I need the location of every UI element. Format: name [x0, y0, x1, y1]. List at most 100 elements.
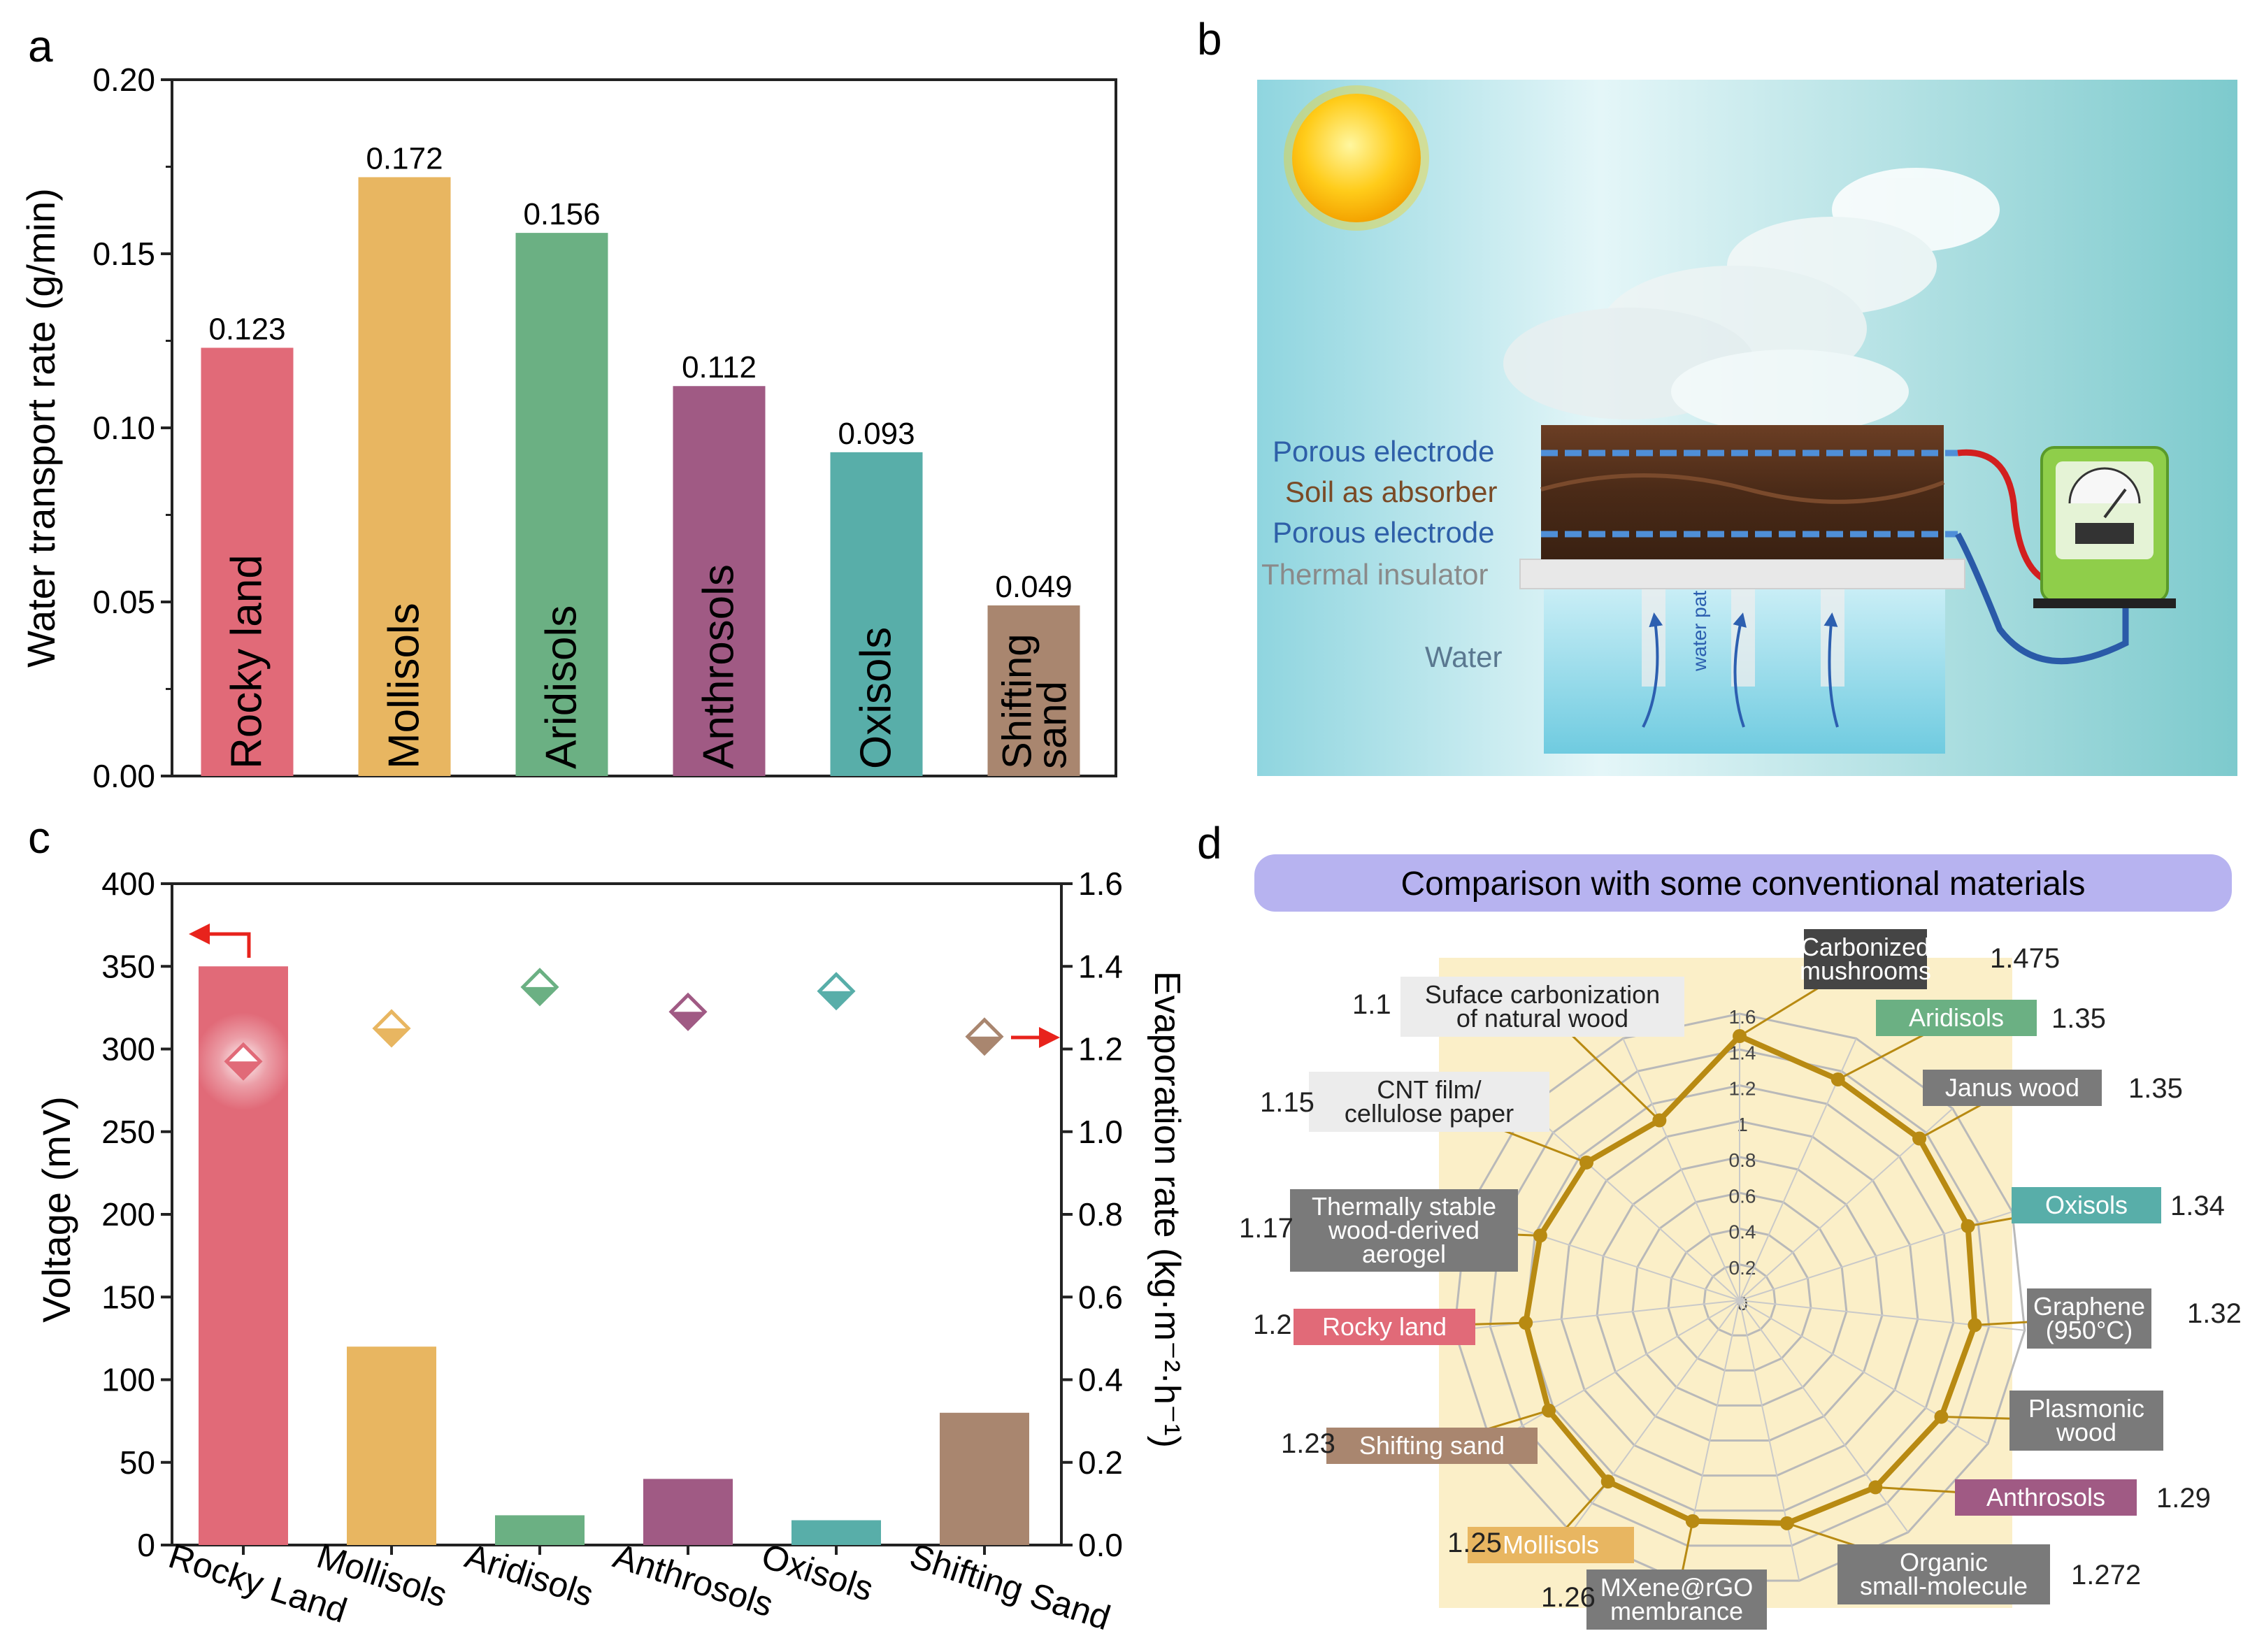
y-tick-label: 50 [120, 1444, 155, 1481]
y-axis-label-c: Voltage (mV) [34, 1096, 78, 1323]
y-tick-label: 0.10 [92, 410, 155, 446]
radar-spoke [1739, 1300, 1909, 1533]
radar-label-text: membrance [1610, 1597, 1743, 1625]
radar-label-text: cellulose paper [1345, 1099, 1514, 1128]
radar-label-text: Oxisols [2045, 1191, 2128, 1219]
x-tick-label: Aridisols [461, 1536, 599, 1614]
radar-tick-label: 1.2 [1729, 1078, 1756, 1100]
point-half-fill [227, 1061, 260, 1079]
radar-label-text: Plasmonic [2028, 1394, 2144, 1423]
radar-label-box [2027, 1288, 2151, 1349]
bar-label: Oxisols [852, 627, 901, 769]
radar-label-text: Mollisols [1503, 1530, 1599, 1559]
y-tick-label: 0.05 [92, 584, 155, 620]
bar-label: Aridisols [538, 605, 586, 769]
radar-label-text: Graphene [2033, 1292, 2145, 1321]
radar-label-text: mushrooms [1800, 956, 1931, 985]
radar-label-box [1923, 1070, 2102, 1106]
radar-value-label: 1.32 [2187, 1298, 2242, 1329]
radar-spoke [1739, 1300, 1800, 1581]
sun-icon [1284, 85, 1429, 231]
radar-label-box [1400, 977, 1684, 1037]
radar-value-label: 1.272 [2071, 1560, 2141, 1590]
radar-label-graphene-950-c-: Graphene(950°C) 1.32 [1975, 1288, 2242, 1349]
radar-label-text: Thermally stable [1312, 1192, 1496, 1221]
panel-a: a 0.00 0.05 0.10 0.15 0.20 Water transport r… [19, 21, 1117, 794]
left-axis-arrow [189, 924, 251, 958]
radar-polygon [1523, 1033, 1978, 1526]
radar-label-cnt-film-cellulose-paper: CNT film/cellulose paper 1.15 [1260, 1072, 1587, 1164]
radar-label-text: Rocky land [1322, 1312, 1447, 1341]
point-half-fill [671, 1012, 705, 1029]
point-evaporation-anthrosols [668, 992, 708, 1031]
y-tick-label: 300 [101, 1031, 155, 1068]
radar-ring [1596, 1156, 1884, 1442]
plot-frame-a [171, 78, 1117, 777]
bar-mollisols [358, 177, 451, 776]
point-half-fill [819, 991, 853, 1008]
y2-tick-label: 0.8 [1078, 1196, 1123, 1233]
bar-anthrosols [673, 386, 766, 776]
thermal-insulator [1519, 559, 1965, 589]
data-label: 0.093 [838, 417, 915, 451]
panel-letter-a: a [28, 21, 53, 71]
label-thermal-insulator: Thermal insulator [1261, 558, 1488, 591]
radar-label-text: Organic [1900, 1548, 1988, 1576]
radar-value-label: 1.17 [1239, 1213, 1294, 1244]
y2-tick-label: 0.0 [1078, 1527, 1123, 1563]
radar-value-label: 1.15 [1260, 1087, 1314, 1118]
y2-tick-label: 1.0 [1078, 1114, 1123, 1150]
point-evaporation-mollisols [372, 1009, 411, 1048]
y-tick-label: 400 [101, 865, 155, 902]
radar-label-box [1290, 1189, 1518, 1272]
radar-value-label: 1.29 [2156, 1483, 2211, 1514]
y2-axis-label-c: Evaporation rate (kg·m⁻²·h⁻¹) [1147, 971, 1187, 1448]
label-soil-absorber: Soil as absorber [1285, 475, 1498, 508]
radar-label-janus-wood: Janus wood 1.35 [1919, 1070, 2183, 1140]
bar-voltage-oxisols [791, 1520, 881, 1545]
radar-label-anthrosols: Anthrosols 1.29 [1875, 1479, 2211, 1516]
radar-tick-label: 0.8 [1729, 1149, 1756, 1171]
label-water: Water [1425, 640, 1502, 673]
bars-c [199, 966, 1029, 1545]
data-label: 0.172 [366, 141, 443, 175]
bar-label: Shifting [995, 634, 1040, 769]
radar-tick-label: 0.2 [1729, 1257, 1756, 1279]
y2-tick-label: 1.6 [1078, 865, 1123, 902]
radar-value-label: 1.475 [1990, 943, 2060, 974]
y2-tick-label: 1.4 [1078, 948, 1123, 984]
radar-spoke [1491, 1300, 1740, 1444]
soil-block [1541, 425, 1944, 559]
radar-value-label: 1.35 [2128, 1073, 2183, 1104]
bar-label: Mollisols [380, 603, 429, 769]
radar-label-box [1294, 1309, 1475, 1345]
radar-ring [1560, 1120, 1919, 1477]
y-tick-label: 0 [137, 1527, 155, 1563]
y-axis-right-c: 0.0 0.2 0.4 0.6 0.8 1.0 1.2 1.4 1.6 [1061, 865, 1123, 1563]
point-evaporation-oxisols [817, 972, 856, 1011]
y2-tick-label: 0.6 [1078, 1279, 1123, 1315]
radar-value-label: 1.26 [1541, 1582, 1596, 1613]
radar-spoke [1526, 1107, 1740, 1301]
radar-ring [1489, 1048, 1991, 1547]
y-tick-label: 0.00 [92, 758, 155, 794]
point-half-fill [968, 1036, 1001, 1054]
radar-label-text: Shifting sand [1359, 1431, 1505, 1460]
panel-d: d Comparison with some conventional mate… [1197, 818, 2242, 1630]
x-tick-label: Anthrosols [609, 1536, 778, 1624]
radar-label-box [1309, 1072, 1549, 1132]
panel-b: b water path [1197, 14, 2237, 776]
radar-label-box [1586, 1570, 1767, 1630]
radar-tick-label: 1 [1737, 1114, 1748, 1135]
radar-label-oxisols: Oxisols 1.34 [1968, 1187, 2225, 1228]
radar-label-box [1326, 1428, 1538, 1464]
radar-label-text: MXene@rGO [1600, 1573, 1754, 1602]
radar-label-box [1955, 1479, 2137, 1516]
bar-voltage-shifting-sand [940, 1412, 1029, 1545]
bars-a: 0.123 Rocky land 0.172 Mollisols 0.156 Aridis… [201, 141, 1080, 777]
